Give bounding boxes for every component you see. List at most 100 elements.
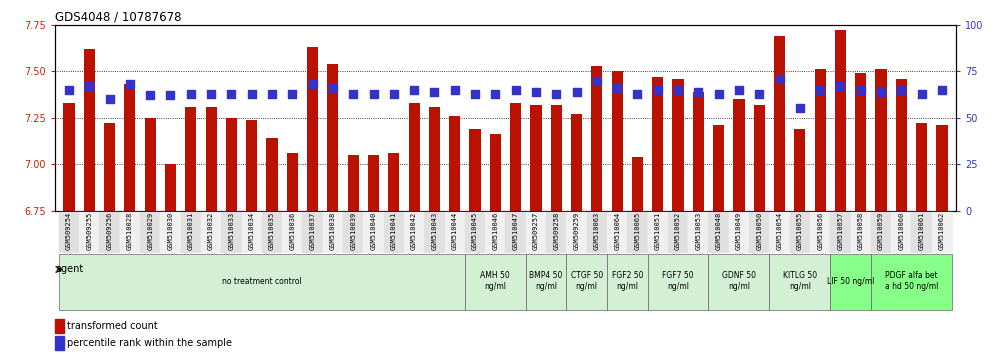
Bar bbox=[936, 125, 947, 211]
Bar bbox=[831, 211, 851, 253]
Bar bbox=[891, 211, 911, 253]
Bar bbox=[140, 211, 160, 253]
Point bbox=[244, 91, 260, 96]
Bar bbox=[424, 211, 444, 253]
Point bbox=[528, 89, 544, 95]
Text: GSM510048: GSM510048 bbox=[716, 211, 722, 250]
FancyBboxPatch shape bbox=[708, 254, 769, 310]
Text: GSM510058: GSM510058 bbox=[858, 211, 864, 250]
Point bbox=[284, 91, 300, 96]
Bar bbox=[368, 155, 379, 211]
Text: GSM510038: GSM510038 bbox=[330, 211, 336, 250]
Text: GSM510052: GSM510052 bbox=[675, 211, 681, 250]
Bar bbox=[815, 69, 826, 211]
Point bbox=[934, 87, 950, 93]
Bar bbox=[895, 79, 907, 211]
Point bbox=[426, 89, 442, 95]
Text: GSM510035: GSM510035 bbox=[269, 211, 275, 250]
Bar bbox=[205, 107, 217, 211]
Text: GSM510046: GSM510046 bbox=[492, 211, 498, 250]
Text: GSM509254: GSM509254 bbox=[66, 211, 72, 250]
Point bbox=[629, 91, 645, 96]
Bar bbox=[672, 79, 683, 211]
Bar bbox=[124, 84, 135, 211]
Point bbox=[325, 85, 341, 91]
Text: GSM510059: GSM510059 bbox=[878, 211, 884, 250]
Bar bbox=[612, 71, 622, 211]
Text: GSM510032: GSM510032 bbox=[208, 211, 214, 250]
Bar bbox=[282, 211, 303, 253]
Bar bbox=[708, 211, 729, 253]
Point bbox=[812, 87, 828, 93]
Text: GDNF 50
ng/ml: GDNF 50 ng/ml bbox=[722, 271, 756, 291]
Text: GSM510051: GSM510051 bbox=[654, 211, 660, 250]
Text: GSM510033: GSM510033 bbox=[228, 211, 234, 250]
Text: GSM510044: GSM510044 bbox=[452, 211, 458, 250]
Text: GSM510050: GSM510050 bbox=[756, 211, 762, 250]
FancyBboxPatch shape bbox=[769, 254, 831, 310]
Text: FGF7 50
ng/ml: FGF7 50 ng/ml bbox=[662, 271, 694, 291]
Bar bbox=[221, 211, 242, 253]
Bar bbox=[104, 123, 116, 211]
Bar bbox=[652, 77, 663, 211]
Point bbox=[833, 83, 849, 89]
Bar bbox=[911, 211, 932, 253]
Text: GSM510034: GSM510034 bbox=[249, 211, 255, 250]
Text: GSM510028: GSM510028 bbox=[126, 211, 132, 250]
Text: transformed count: transformed count bbox=[68, 321, 158, 331]
Bar bbox=[506, 211, 526, 253]
Bar bbox=[790, 211, 810, 253]
Bar bbox=[627, 211, 647, 253]
Bar bbox=[693, 92, 704, 211]
Text: GSM510056: GSM510056 bbox=[817, 211, 823, 250]
Point bbox=[649, 87, 665, 93]
Text: AMH 50
ng/ml: AMH 50 ng/ml bbox=[480, 271, 510, 291]
FancyBboxPatch shape bbox=[831, 254, 871, 310]
FancyBboxPatch shape bbox=[465, 254, 526, 310]
Text: GSM510063: GSM510063 bbox=[594, 211, 600, 250]
Text: GSM510043: GSM510043 bbox=[431, 211, 437, 250]
Bar bbox=[328, 64, 339, 211]
Bar bbox=[64, 103, 75, 211]
Bar bbox=[55, 336, 64, 350]
Text: GSM510030: GSM510030 bbox=[167, 211, 173, 250]
Bar bbox=[469, 129, 481, 211]
Bar bbox=[571, 114, 582, 211]
Bar bbox=[713, 125, 724, 211]
Bar bbox=[490, 135, 501, 211]
Text: GSM510045: GSM510045 bbox=[472, 211, 478, 250]
Point bbox=[610, 85, 625, 91]
Text: GSM510029: GSM510029 bbox=[147, 211, 153, 250]
Text: GSM509258: GSM509258 bbox=[553, 211, 559, 250]
Bar bbox=[546, 211, 567, 253]
Bar bbox=[160, 211, 180, 253]
Point bbox=[102, 96, 118, 102]
Bar bbox=[668, 211, 688, 253]
Point bbox=[487, 91, 503, 96]
Point bbox=[346, 91, 362, 96]
Bar bbox=[465, 211, 485, 253]
Point bbox=[203, 91, 219, 96]
Point bbox=[913, 91, 929, 96]
Bar bbox=[916, 123, 927, 211]
Bar bbox=[307, 47, 318, 211]
Text: GSM510042: GSM510042 bbox=[411, 211, 417, 250]
Text: GSM510062: GSM510062 bbox=[939, 211, 945, 250]
Bar bbox=[754, 105, 765, 211]
Point bbox=[893, 87, 909, 93]
Point bbox=[122, 81, 137, 87]
Point bbox=[183, 91, 199, 96]
Text: percentile rank within the sample: percentile rank within the sample bbox=[68, 338, 232, 348]
Bar bbox=[526, 211, 546, 253]
Bar bbox=[120, 211, 140, 253]
Point bbox=[447, 87, 463, 93]
Bar bbox=[607, 211, 627, 253]
Text: BMP4 50
ng/ml: BMP4 50 ng/ml bbox=[530, 271, 563, 291]
Point bbox=[385, 91, 401, 96]
Bar bbox=[364, 211, 383, 253]
Text: GSM510055: GSM510055 bbox=[797, 211, 803, 250]
Bar bbox=[165, 164, 176, 211]
Point bbox=[569, 89, 585, 95]
Bar bbox=[242, 211, 262, 253]
Text: GSM510037: GSM510037 bbox=[310, 211, 316, 250]
